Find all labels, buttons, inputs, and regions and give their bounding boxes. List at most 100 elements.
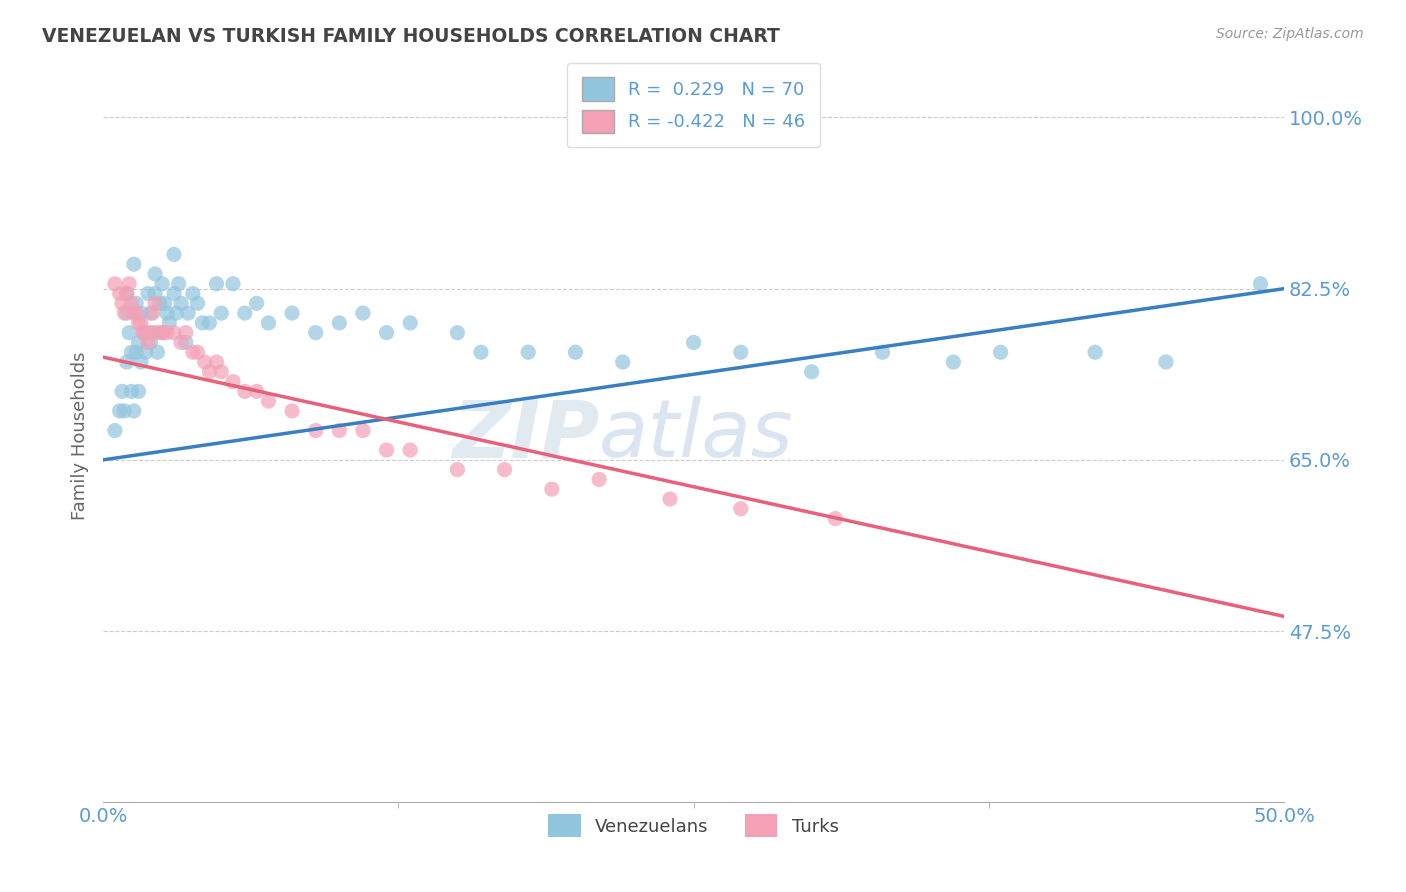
Point [328,316,350,330]
Point [470,345,492,359]
Point [375,443,398,458]
Point [990,345,1012,359]
Point [281,306,304,320]
Point [112,306,135,320]
Point [1249,277,1271,291]
Point [125,296,148,310]
Point [122,257,145,271]
Point [128,316,150,330]
Point [174,335,197,350]
Point [800,365,823,379]
Point [128,384,150,399]
Point [118,277,141,291]
Point [163,247,186,261]
Point [682,335,704,350]
Point [143,286,166,301]
Point [222,375,245,389]
Point [170,335,193,350]
Point [588,472,610,486]
Point [115,355,138,369]
Point [121,384,143,399]
Point [157,316,180,330]
Point [142,326,165,340]
Point [281,404,304,418]
Point [121,296,143,310]
Point [115,306,138,320]
Point [139,306,162,320]
Text: atlas: atlas [599,396,794,475]
Point [122,306,145,320]
Point [209,306,232,320]
Point [125,306,148,320]
Point [139,335,162,350]
Point [517,345,540,359]
Point [233,384,256,399]
Point [163,286,186,301]
Point [375,326,398,340]
Point [612,355,634,369]
Point [446,462,468,476]
Point [167,277,190,291]
Text: Source: ZipAtlas.com: Source: ZipAtlas.com [1216,27,1364,41]
Point [658,491,681,506]
Point [564,345,586,359]
Point [118,326,141,340]
Y-axis label: Family Households: Family Households [72,351,89,520]
Point [209,365,232,379]
Point [108,404,131,418]
Point [328,424,350,438]
Point [246,296,269,310]
Point [257,316,280,330]
Point [150,326,173,340]
Point [111,296,134,310]
Point [143,296,166,310]
Point [181,286,204,301]
Point [730,501,752,516]
Point [205,277,228,291]
Point [122,404,145,418]
Text: ZIP: ZIP [451,396,599,475]
Point [187,296,209,310]
Point [198,316,221,330]
Point [824,511,846,525]
Point [305,326,328,340]
Point [205,355,228,369]
Point [135,326,157,340]
Point [165,306,187,320]
Point [142,306,165,320]
Point [143,267,166,281]
Point [108,286,131,301]
Point [187,345,209,359]
Point [170,296,193,310]
Point [150,277,173,291]
Point [163,326,186,340]
Point [153,296,176,310]
Point [149,296,172,310]
Point [494,462,516,476]
Point [399,443,422,458]
Point [129,316,152,330]
Point [146,345,169,359]
Point [115,286,138,301]
Point [156,306,179,320]
Point [132,326,155,340]
Point [112,404,135,418]
Point [115,286,138,301]
Point [305,424,328,438]
Point [132,326,155,340]
Point [146,326,169,340]
Point [730,345,752,359]
Point [399,316,422,330]
Point [541,482,564,496]
Point [191,316,214,330]
Point [352,424,374,438]
Point [872,345,894,359]
Point [352,306,374,320]
Point [194,355,217,369]
Point [446,326,468,340]
Point [942,355,965,369]
Point [257,394,280,409]
Point [104,277,127,291]
Point [177,306,200,320]
Point [246,384,269,399]
